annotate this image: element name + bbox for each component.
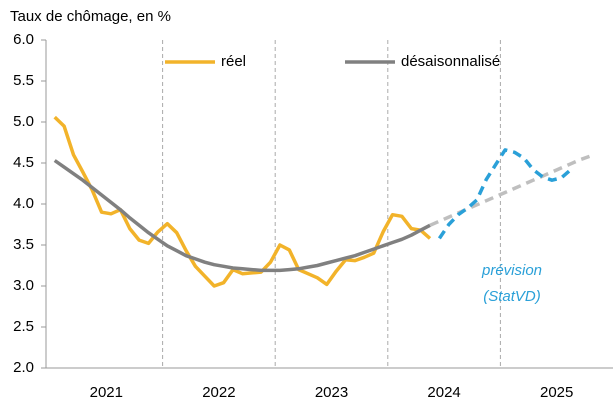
series-line	[437, 148, 572, 240]
x-tick-label: 2024	[427, 384, 460, 401]
y-tick-label: 2.0	[13, 359, 34, 376]
x-tick-label: 2025	[540, 384, 573, 401]
y-tick-label: 6.0	[13, 31, 34, 48]
series-line	[429, 154, 591, 227]
legend-label: désaisonnalisé	[401, 53, 500, 70]
series-line	[53, 159, 431, 273]
y-tick-label: 4.0	[13, 195, 34, 212]
y-tick-label: 2.5	[13, 318, 34, 335]
series-line	[53, 115, 432, 288]
chart-title: Taux de chômage, en %	[10, 8, 171, 25]
x-tick-label: 2022	[202, 384, 235, 401]
y-tick-label: 3.5	[13, 236, 34, 253]
x-tick-label: 2021	[90, 384, 123, 401]
x-tick-label: 2023	[315, 384, 348, 401]
annotation: prévision	[481, 262, 542, 279]
y-tick-label: 5.5	[13, 72, 34, 89]
legend-label: réel	[221, 53, 246, 70]
y-tick-label: 5.0	[13, 113, 34, 130]
annotation: (StatVD)	[483, 288, 541, 305]
y-tick-label: 3.0	[13, 277, 34, 294]
y-tick-label: 4.5	[13, 154, 34, 171]
